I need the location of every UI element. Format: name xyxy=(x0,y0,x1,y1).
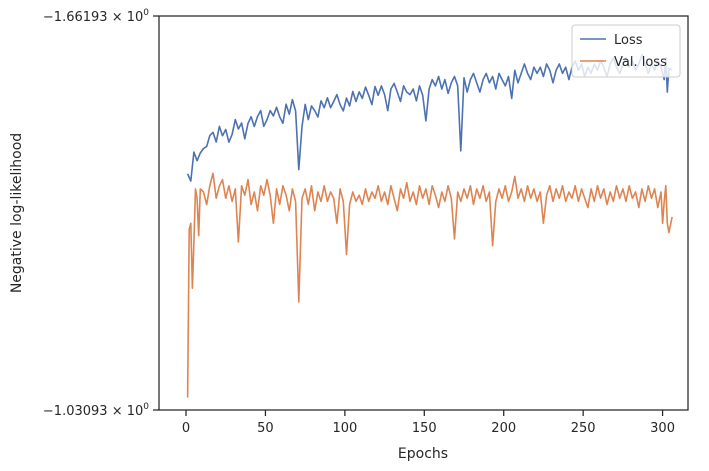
y-tick-exponent: 0 xyxy=(143,8,149,18)
x-axis-label: Epochs xyxy=(398,446,448,462)
legend: Loss Val. loss xyxy=(571,24,681,78)
x-tick-label: 150 xyxy=(412,421,437,436)
y-tick-label: −1.66193 × 100 xyxy=(43,8,149,25)
x-tick-label: 50 xyxy=(257,421,274,436)
y-tick-exponent: 0 xyxy=(143,402,149,412)
legend-entry-loss: Loss xyxy=(614,33,643,48)
x-tick-label: 100 xyxy=(332,421,357,436)
plot-background xyxy=(159,16,688,410)
y-tick-mantissa: −1.66193 × 10 xyxy=(43,10,143,25)
series-line-val-loss xyxy=(186,172,673,398)
x-tick-label: 250 xyxy=(571,421,596,436)
legend-entry-val-loss: Val. loss xyxy=(614,55,667,70)
plot-frame xyxy=(158,15,689,411)
legend-box xyxy=(571,24,681,78)
y-axis-label: Negative log-likelihood xyxy=(9,133,25,293)
x-tick-label: 200 xyxy=(491,421,516,436)
y-tick-mantissa: −1.03093 × 10 xyxy=(43,404,143,419)
y-axis: −1.03093 × 100−1.66193 × 100 xyxy=(43,8,159,419)
y-tick-label: −1.03093 × 100 xyxy=(43,402,149,419)
x-tick-label: 0 xyxy=(182,421,190,436)
x-tick-label: 300 xyxy=(650,421,675,436)
x-axis: 0 50 100 150 200 250 300 xyxy=(182,410,675,436)
